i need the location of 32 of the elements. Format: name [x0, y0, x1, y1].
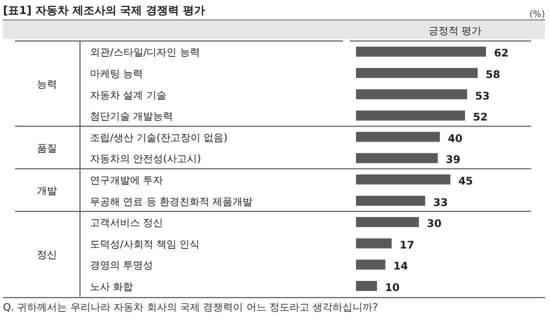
data-label: 14 [393, 260, 408, 273]
xlabel: 긍정적 평가 [428, 26, 482, 37]
annotation: Q. 귀하께서는 우리나라 자동차 회사의 국제 경쟁력이 어느 정도라고 생각하십니까? [3, 302, 378, 314]
category: 마케팅 능력 [90, 68, 144, 80]
data-label: 10 [384, 282, 400, 294]
category: 도덕성/사회적 책임 인식 [90, 239, 200, 250]
category: 조립/생산 기술(잔고장이 없음) [90, 132, 228, 144]
data-label: 52 [473, 112, 488, 124]
data-label: 53 [475, 90, 490, 102]
category: 첨단기술 개발능력 [90, 112, 174, 123]
annotation: 정신 [37, 250, 57, 261]
annotation: 품질 [37, 144, 57, 154]
data-label: 33 [433, 196, 448, 209]
annotation: 개발 [37, 186, 57, 198]
category: 경영의 투명성 [90, 260, 154, 272]
category: 노사 화합 [90, 282, 134, 293]
data-label: 39 [446, 154, 460, 166]
category: 고객서비스 정신 [90, 218, 164, 230]
title: [표1] 자동차 제조사의 국제 경쟁력 평가 [3, 4, 205, 17]
category: 자동차의 안전성(사고시) [90, 154, 201, 166]
category: 무공해 연료 등 환경친화적 제품개발 [90, 196, 253, 208]
data-label: 30 [426, 218, 442, 230]
annotation: 능력 [37, 80, 57, 91]
data-label: 40 [448, 132, 462, 145]
data-label: 45 [458, 175, 473, 188]
data-label: 62 [494, 48, 509, 60]
category: 외관/스타일/디자인 능력 [90, 48, 200, 59]
data-label: 58 [486, 68, 500, 81]
annotation: (%) [529, 10, 545, 20]
data-label: 17 [400, 239, 414, 252]
category: 자동차 설계 기술 [90, 90, 166, 102]
category: 연구개발에 투자 [90, 175, 164, 186]
